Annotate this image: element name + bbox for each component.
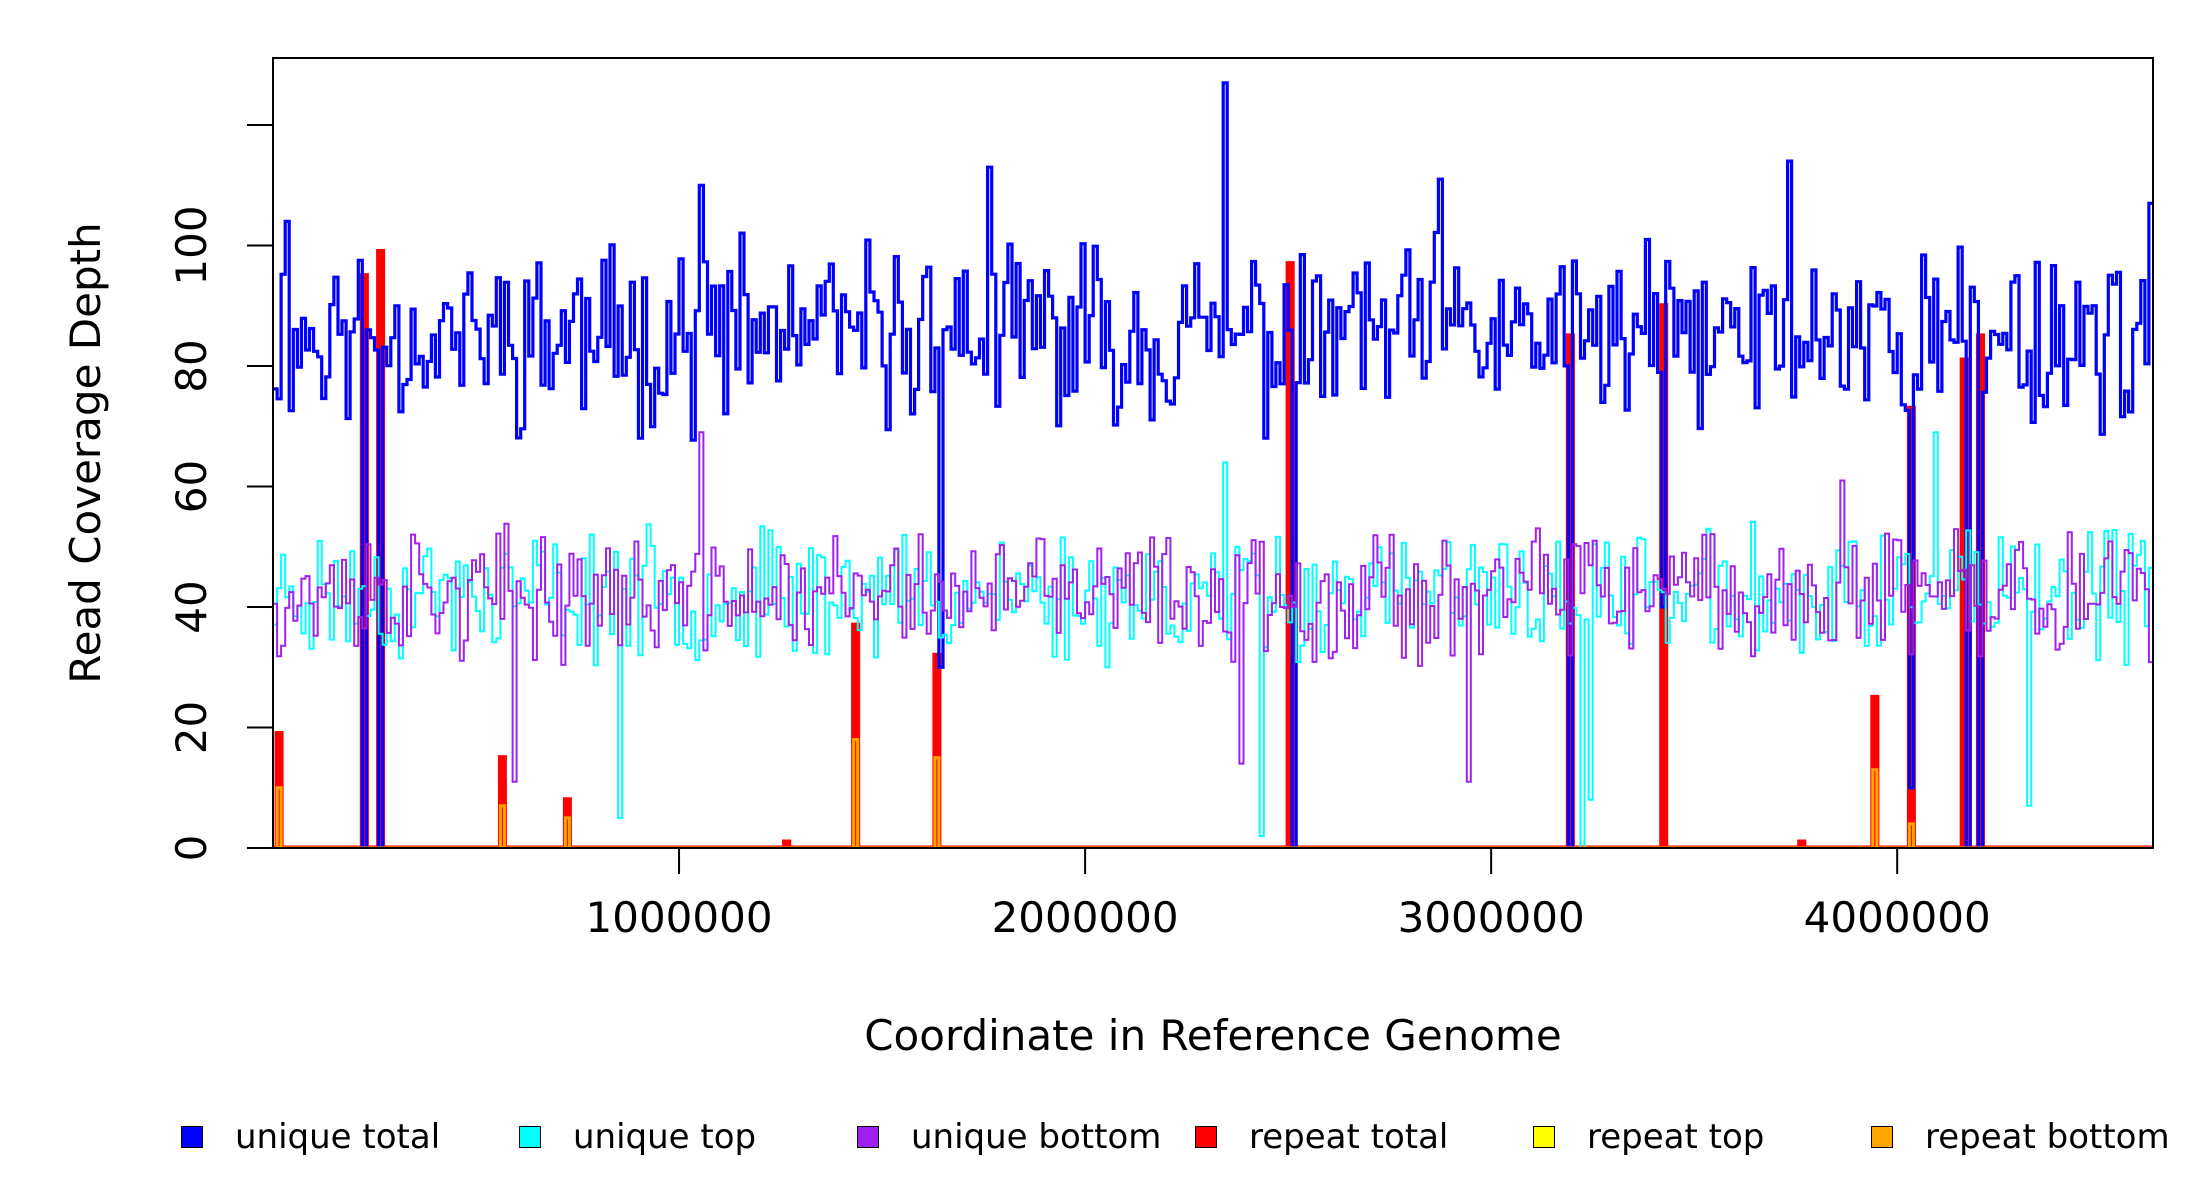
series-line-unique-bottom (273, 431, 2153, 783)
legend-item-unique-total: unique total (181, 1112, 440, 1162)
legend-swatch-repeat-bottom (1871, 1126, 1893, 1148)
legend-item-repeat-total: repeat total (1195, 1112, 1448, 1162)
x-ticks: 1000000 2000000 3000000 4000000 (586, 848, 1991, 942)
y-tick-label: 20 (167, 701, 216, 754)
series-line-unique-total (273, 81, 2153, 848)
legend-label-repeat-top: repeat top (1587, 1117, 1765, 1157)
y-tick-label: 80 (167, 339, 216, 392)
x-tick-label: 2000000 (992, 893, 1179, 942)
legend-label-repeat-bottom: repeat bottom (1925, 1117, 2170, 1157)
y-tick-label: 60 (167, 460, 216, 513)
legend-swatch-repeat-total (1195, 1126, 1217, 1148)
legend-item-unique-top: unique top (519, 1112, 756, 1162)
x-tick-label: 4000000 (1804, 893, 1991, 942)
y-tick-label: 40 (167, 580, 216, 633)
legend-item-unique-bottom: unique bottom (857, 1112, 1161, 1162)
y-tick-label: 0 (167, 835, 216, 862)
series-layer (273, 81, 2153, 848)
legend-item-repeat-bottom: repeat bottom (1871, 1112, 2170, 1162)
legend-label-repeat-total: repeat total (1249, 1117, 1449, 1157)
y-axis-label: Read Coverage Depth (61, 222, 110, 683)
x-axis-label: Coordinate in Reference Genome (864, 1011, 1562, 1060)
legend-swatch-unique-top (519, 1126, 541, 1148)
x-tick-label: 3000000 (1398, 893, 1585, 942)
legend-item-repeat-top: repeat top (1533, 1112, 1764, 1162)
y-ticks: 0 20 40 60 80 100 (167, 124, 273, 862)
y-tick-label: 100 (167, 205, 216, 285)
legend-swatch-unique-total (181, 1126, 203, 1148)
legend-swatch-repeat-top (1533, 1126, 1555, 1148)
legend-label-unique-top: unique top (573, 1117, 757, 1157)
series-line-repeat-total (273, 249, 2153, 848)
x-tick-label: 1000000 (586, 893, 773, 942)
legend-swatch-unique-bottom (857, 1126, 879, 1148)
legend-label-unique-bottom: unique bottom (911, 1117, 1162, 1157)
legend: unique total unique top unique bottom re… (0, 1112, 2200, 1162)
legend-label-unique-total: unique total (235, 1117, 441, 1157)
